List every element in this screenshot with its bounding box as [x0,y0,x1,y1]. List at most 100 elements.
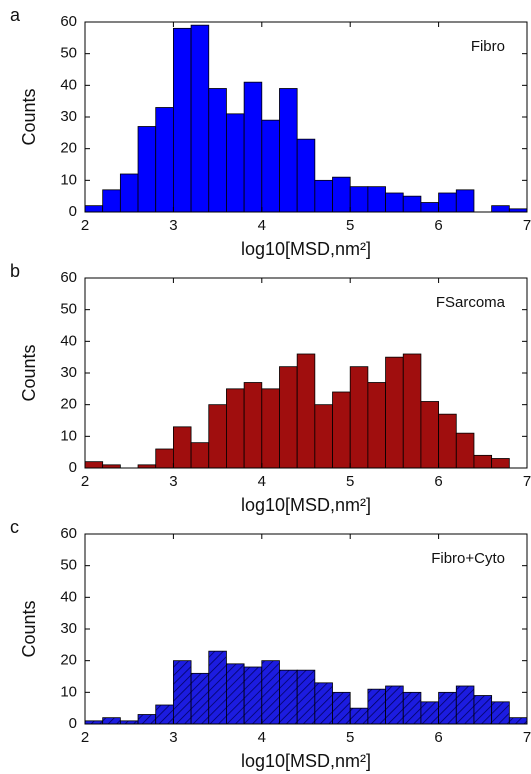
bar [279,366,298,469]
y-tick-label: 0 [69,459,77,476]
y-tick-label: 50 [60,557,77,574]
bar [243,382,263,469]
y-tick-label: 40 [60,76,77,93]
y-tick-label: 10 [60,171,77,188]
bar [508,717,528,725]
bar [473,454,493,469]
y-axis-label: Counts [19,600,39,657]
annotation: FSarcoma [436,294,506,311]
bar [261,119,280,213]
x-axis-label: log10[MSD,nm²] [241,239,371,259]
bar [243,666,263,725]
annotation: Fibro [471,38,505,55]
bar [155,704,174,725]
bar [385,192,404,213]
bar [491,701,510,725]
bar [190,442,210,469]
bar [402,353,422,469]
bar [438,413,457,469]
panel-label: b [10,261,20,281]
bar [261,660,280,725]
bar [367,382,386,469]
x-tick-label: 6 [434,729,442,746]
y-tick-label: 30 [60,620,77,637]
bar [455,685,475,725]
panel-label: c [10,517,19,537]
x-tick-label: 2 [81,217,89,234]
bar [438,691,457,725]
bar [349,707,369,725]
bar [226,388,245,469]
bar [137,126,157,213]
x-tick-label: 7 [523,473,531,490]
x-tick-label: 5 [346,217,354,234]
x-tick-label: 3 [169,473,177,490]
bar [155,448,174,469]
x-tick-label: 3 [169,729,177,746]
x-tick-label: 7 [523,217,531,234]
y-tick-label: 50 [60,45,77,62]
bar [332,176,351,213]
bar [243,81,263,213]
bar [314,179,333,213]
y-tick-label: 10 [60,683,77,700]
bar [261,388,280,469]
bar [172,660,192,725]
bar [102,717,121,725]
y-tick-label: 60 [60,269,77,286]
x-tick-label: 4 [258,729,266,746]
bar [349,186,369,213]
bar [208,404,227,469]
y-tick-label: 20 [60,652,77,669]
y-tick-label: 20 [60,396,77,413]
y-tick-label: 10 [60,427,77,444]
y-tick-label: 60 [60,525,77,542]
bar [332,691,351,725]
y-tick-label: 40 [60,588,77,605]
x-tick-label: 3 [169,217,177,234]
bar [172,426,192,469]
y-tick-label: 0 [69,203,77,220]
x-tick-label: 5 [346,729,354,746]
y-tick-label: 30 [60,364,77,381]
bar [491,205,510,213]
x-tick-label: 4 [258,217,266,234]
x-tick-label: 2 [81,729,89,746]
bar [155,107,174,213]
bar [279,88,298,213]
y-tick-label: 30 [60,108,77,125]
x-tick-label: 6 [434,473,442,490]
bar [332,391,351,469]
y-axis-label: Counts [19,88,39,145]
bar [226,113,245,213]
bar [119,173,139,213]
bar [402,195,422,213]
x-tick-label: 6 [434,217,442,234]
y-axis-label: Counts [19,344,39,401]
panel-label: a [10,5,21,25]
bar [190,672,210,725]
x-tick-label: 4 [258,473,266,490]
bar [367,186,386,213]
y-tick-label: 20 [60,140,77,157]
y-tick-label: 0 [69,715,77,732]
bar [296,353,316,469]
bar [473,695,493,725]
y-tick-label: 40 [60,332,77,349]
bar [84,205,104,213]
bar [385,356,404,469]
x-tick-label: 2 [81,473,89,490]
x-tick-label: 7 [523,729,531,746]
x-axis-label: log10[MSD,nm²] [241,751,371,771]
bar [190,24,210,213]
bar [455,432,475,469]
bar [314,404,333,469]
bar [296,669,316,725]
bar [102,189,121,213]
bar [137,714,157,725]
bar [420,401,440,469]
bar [438,192,457,213]
bar [208,88,227,213]
bar [491,458,510,469]
